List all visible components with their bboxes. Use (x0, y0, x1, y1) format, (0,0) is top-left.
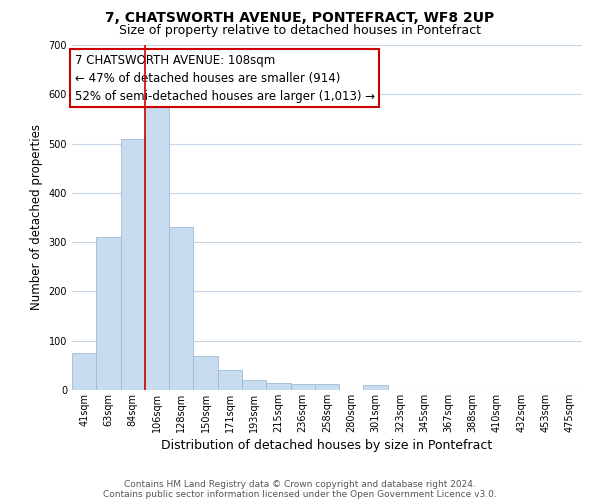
Bar (315, 384, 339, 390)
Bar (218, 370, 242, 390)
Bar (96, 237, 121, 390)
Bar (72, 353, 96, 390)
Text: Contains HM Land Registry data © Crown copyright and database right 2024.
Contai: Contains HM Land Registry data © Crown c… (103, 480, 497, 499)
Text: 7 CHATSWORTH AVENUE: 108sqm
← 47% of detached houses are smaller (914)
52% of se: 7 CHATSWORTH AVENUE: 108sqm ← 47% of det… (74, 54, 374, 102)
Bar (290, 384, 315, 390)
Bar (169, 228, 193, 390)
X-axis label: Distribution of detached houses by size in Pontefract: Distribution of detached houses by size … (161, 439, 493, 452)
Bar (145, 104, 169, 390)
Y-axis label: Number of detached properties: Number of detached properties (30, 124, 43, 310)
Bar (266, 382, 290, 390)
Bar (364, 385, 388, 390)
Text: 7, CHATSWORTH AVENUE, PONTEFRACT, WF8 2UP: 7, CHATSWORTH AVENUE, PONTEFRACT, WF8 2U… (106, 11, 494, 25)
Text: Size of property relative to detached houses in Pontefract: Size of property relative to detached ho… (119, 24, 481, 37)
Bar (121, 138, 145, 390)
Bar (242, 380, 266, 390)
Bar (193, 356, 218, 390)
